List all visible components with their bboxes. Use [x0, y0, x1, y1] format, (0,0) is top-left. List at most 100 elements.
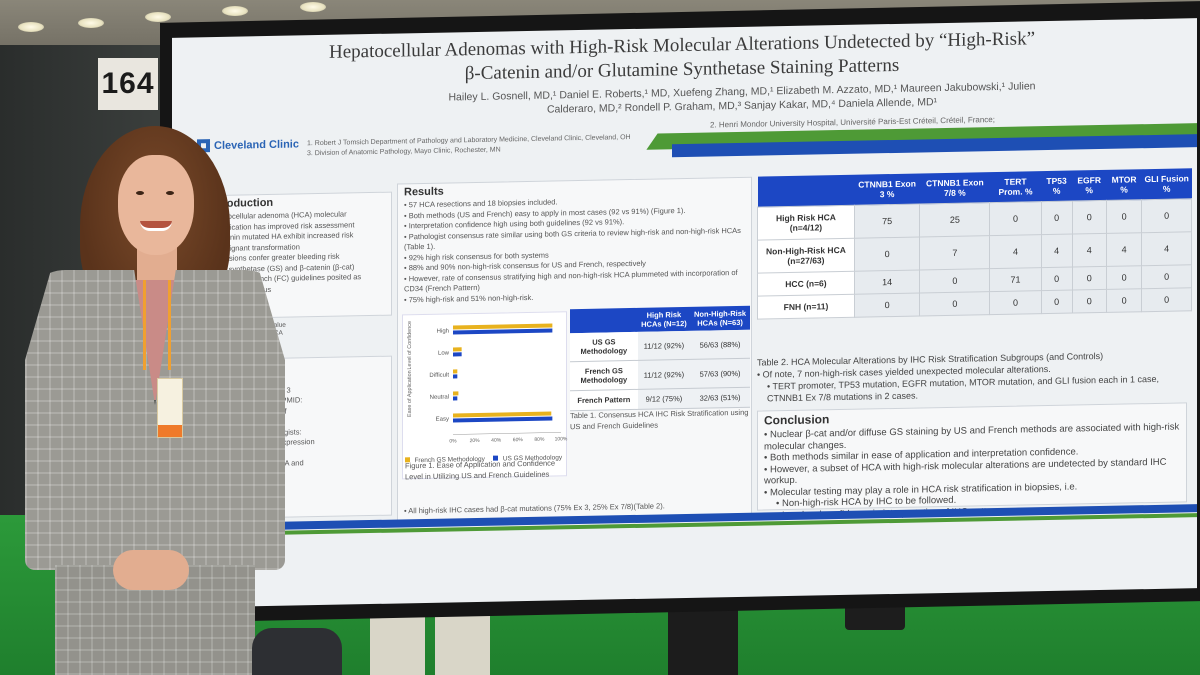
figure1-x-tick: 40%	[491, 438, 502, 444]
figure1-x-tick: 20%	[470, 438, 481, 444]
ceiling-light	[300, 2, 326, 12]
table2-cell: 4	[1041, 234, 1073, 268]
table2-cell: 4	[1106, 232, 1142, 267]
table2-cell: 14	[854, 269, 920, 295]
backpack	[252, 628, 342, 675]
ceiling-light	[18, 22, 44, 32]
figure1-group-label: Ease of Application	[407, 370, 413, 417]
table1-header: High Risk HCAs (N=12)	[637, 306, 691, 332]
table1-header	[570, 307, 638, 334]
booth-number-sign: 164	[98, 58, 158, 110]
figure1-bar	[453, 396, 458, 401]
table1-cell: 11/12 (92%)	[637, 330, 691, 361]
table1-header-row: High Risk HCAs (N=12) Non-High-Risk HCAs…	[570, 305, 750, 334]
figure1-bar	[453, 411, 552, 418]
presenter-face	[118, 155, 194, 255]
table2-row-label: HCC (n=6)	[757, 271, 855, 297]
figure1-category-label: High	[437, 329, 449, 335]
table2-row-label: High Risk HCA (n=4/12)	[757, 205, 855, 241]
table1: High Risk HCAs (N=12) Non-High-Risk HCAs…	[570, 305, 750, 432]
table2-header	[757, 174, 855, 208]
table2-grid: CTNNB1 Exon 3 % CTNNB1 Exon 7/8 % TERT P…	[757, 168, 1192, 320]
table2-cell: 0	[1141, 198, 1192, 233]
table2-cell: 0	[1106, 265, 1142, 290]
table2: CTNNB1 Exon 3 % CTNNB1 Exon 7/8 % TERT P…	[757, 168, 1192, 320]
figure1-category-label: Neutral	[430, 395, 449, 401]
table2-cell: 25	[919, 202, 990, 237]
table1-row-label: French Pattern	[570, 389, 638, 411]
table1-row-label: French GS Methodology	[570, 360, 638, 391]
figure1-x-axis	[453, 432, 561, 435]
table2-cell: 4	[989, 234, 1042, 269]
figure1-svg: High Low Difficult Neutral Easy 0% 20% 40% 60% 80…	[407, 321, 568, 445]
figure1-category-label: Easy	[436, 417, 449, 423]
table2-cell: 0	[919, 291, 990, 316]
badge-strip	[158, 425, 182, 437]
table2-cell: 75	[854, 203, 920, 239]
table2-row-label: Non-High-Risk HCA (n=27/63)	[757, 238, 855, 274]
table2-cell: 0	[1041, 267, 1073, 291]
results-lines: • 57 HCA resections and 18 biopsies incl…	[404, 194, 745, 306]
table2-cell: 0	[1041, 290, 1073, 314]
table1-cell: 11/12 (92%)	[637, 359, 691, 390]
table1-cell: 57/63 (90%)	[690, 358, 750, 389]
presenter-eye	[166, 191, 174, 195]
table2-cell: 0	[1072, 200, 1107, 235]
table1-grid: High Risk HCAs (N=12) Non-High-Risk HCAs…	[570, 305, 750, 411]
presenter-lanyard	[143, 280, 171, 370]
table1-header: Non-High-Risk HCAs (N=63)	[690, 305, 750, 331]
table2-cell: 4	[1141, 231, 1192, 266]
figure1-category-label: Difficult	[429, 373, 449, 379]
figure1-bar	[453, 374, 458, 379]
figure1-bar	[453, 352, 462, 357]
table-row: French GS Methodology 11/12 (92%) 57/63 …	[570, 358, 750, 391]
table2-header: GLI Fusion %	[1141, 168, 1192, 200]
table2-cell: 0	[854, 236, 920, 272]
table2-cell: 0	[989, 290, 1042, 315]
table1-cell: 56/63 (88%)	[690, 329, 750, 360]
table2-header: CTNNB1 Exon 3 %	[854, 173, 920, 206]
table2-cell: 71	[989, 267, 1042, 292]
table2-cell: 0	[989, 201, 1042, 236]
presenter-plaid-jacket	[25, 270, 285, 570]
table2-header: EGFR %	[1072, 169, 1107, 202]
table2-cell: 0	[854, 292, 920, 318]
figure1-bar	[453, 328, 553, 335]
figure1-bar	[453, 416, 553, 423]
table1-row-label: US GS Methodology	[570, 331, 638, 362]
table2-header: TP53 %	[1041, 170, 1073, 202]
figure1-x-tick: 60%	[513, 437, 524, 443]
table2-row-label: FNH (n=11)	[757, 294, 855, 320]
figure1-x-tick: 80%	[534, 437, 545, 443]
research-poster: Hepatocellular Adenomas with High-Risk M…	[172, 18, 1197, 608]
presenter	[25, 120, 285, 675]
table1-cell: 32/63 (51%)	[690, 387, 750, 409]
figure1-bar	[453, 369, 458, 374]
table2-header: CTNNB1 Exon 7/8 %	[919, 172, 990, 204]
table2-notes: Table 2. HCA Molecular Alterations by IH…	[757, 348, 1187, 404]
table2-header: TERT Prom. %	[989, 171, 1042, 203]
figure1-chart: High Low Difficult Neutral Easy 0% 20% 40% 60% 80…	[402, 311, 568, 481]
table2-cell: 0	[1072, 266, 1107, 291]
results-section: Results • 57 HCA resections and 18 biops…	[397, 176, 752, 524]
conclusion-section: Conclusion • Nuclear β-cat and/or diffus…	[757, 402, 1187, 521]
table2-cell: 4	[1072, 233, 1107, 268]
figure1-bar	[453, 323, 553, 330]
figure1-category-label: Low	[438, 351, 450, 357]
table2-cell: 0	[1072, 289, 1107, 314]
table2-cell: 0	[1106, 199, 1142, 234]
table2-cell: 0	[1141, 264, 1192, 289]
table-row: French Pattern 9/12 (75%) 32/63 (51%)	[570, 387, 750, 411]
table1-cell: 9/12 (75%)	[637, 388, 691, 410]
figure1-bar	[453, 347, 462, 352]
figure1-group-label: Level of Confidence	[407, 321, 413, 370]
figure1-x-tick: 0%	[449, 438, 457, 444]
table2-cell: 0	[919, 268, 990, 293]
table2-header: MTOR %	[1106, 169, 1142, 201]
ceiling-light	[78, 18, 104, 28]
ceiling-light	[145, 12, 171, 22]
table2-cell: 0	[1141, 287, 1192, 312]
table1-caption: Table 1. Consensus HCA IHC Risk Stratifi…	[570, 407, 749, 431]
presenter-eye	[136, 191, 144, 195]
presenter-hands	[113, 550, 189, 590]
